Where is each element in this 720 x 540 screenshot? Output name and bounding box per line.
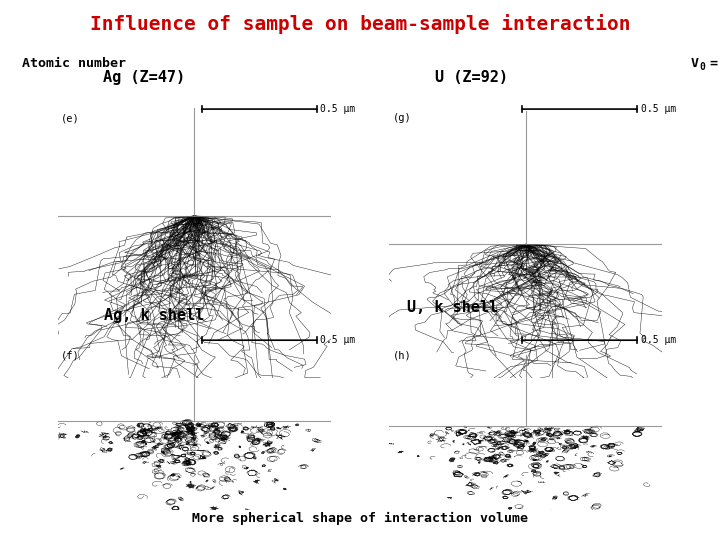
Text: (e): (e) xyxy=(61,113,80,124)
Text: Ag (Z=47): Ag (Z=47) xyxy=(103,70,185,85)
Text: 0: 0 xyxy=(700,62,706,72)
Text: 0.5 μm: 0.5 μm xyxy=(320,335,356,345)
Text: U (Z=92): U (Z=92) xyxy=(435,70,508,85)
Text: 0.5 μm: 0.5 μm xyxy=(320,104,356,114)
Text: More spherical shape of interaction volume: More spherical shape of interaction volu… xyxy=(192,512,528,525)
Text: U, k shell: U, k shell xyxy=(407,300,498,315)
Text: 0.5 μm: 0.5 μm xyxy=(641,335,676,345)
Text: (h): (h) xyxy=(392,351,411,361)
Text: 0.5 μm: 0.5 μm xyxy=(641,104,676,114)
Text: = 20 keV: = 20 keV xyxy=(702,57,720,70)
Text: Ag, k shell: Ag, k shell xyxy=(104,308,204,323)
Text: (g): (g) xyxy=(392,113,411,124)
Text: Influence of sample on beam-sample interaction: Influence of sample on beam-sample inter… xyxy=(90,14,630,33)
Text: V: V xyxy=(690,57,698,70)
Text: Atomic number: Atomic number xyxy=(22,57,125,70)
Text: (f): (f) xyxy=(61,351,80,361)
